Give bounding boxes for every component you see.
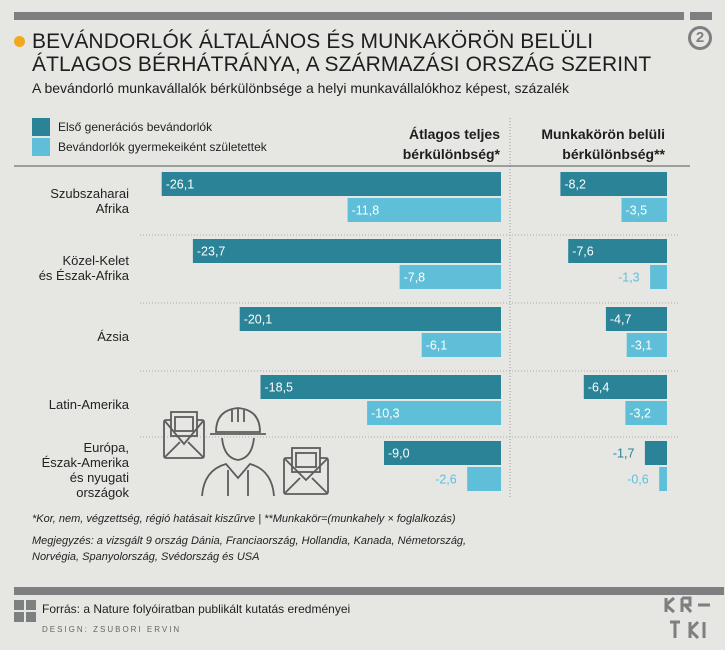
bar [625, 401, 667, 425]
bar [367, 401, 501, 425]
region-label-line: és Észak-Afrika [38, 268, 129, 283]
panel-title-total-line2: bérkülönbség* [402, 146, 500, 162]
region-label-line: országok [76, 485, 129, 500]
legend-label-first-gen: Első generációs bevándorlók [58, 120, 213, 134]
remark-line-1: Megjegyzés: a vizsgált 9 ország Dánia, F… [32, 535, 467, 547]
bar-value-label: -7,8 [404, 271, 426, 285]
bar-value-label: -2,6 [435, 473, 457, 487]
grid-icon [14, 600, 36, 622]
bar-value-label: -3,5 [626, 204, 648, 218]
money-envelope-icon [163, 411, 205, 459]
money-envelope-icon [283, 447, 329, 495]
legend-swatch-second-gen [32, 138, 50, 156]
worker-hardhat-icon [201, 407, 275, 497]
remark-line-2: Norvégia, Spanyolország, Svédország és U… [32, 551, 260, 563]
bar [626, 333, 667, 357]
krtk-logo-icon [664, 596, 710, 640]
bar-value-label: -6,4 [588, 381, 610, 395]
bar-value-label: -3,1 [631, 339, 653, 353]
region-label: Szubszaharai Afrika [14, 186, 129, 216]
bar [583, 375, 667, 399]
region-label: Közel-Kelet és Észak-Afrika [14, 253, 129, 283]
bar [467, 467, 501, 491]
chart-title: BEVÁNDORLÓK ÁLTALÁNOS ÉS MUNKAKÖRÖN BELÜ… [32, 30, 652, 76]
bar [568, 239, 667, 263]
bar-value-label: -10,3 [371, 407, 400, 421]
chart-subtitle: A bevándorló munkavállalók bérkülönbsége… [32, 80, 569, 96]
bar-value-label: -6,1 [426, 339, 448, 353]
bar [260, 375, 501, 399]
region-label-line: Észak-Amerika [41, 455, 129, 470]
panel-title-within: Munkakörön belüli bérkülönbség** [500, 124, 665, 164]
bar-value-label: -1,3 [618, 271, 640, 285]
bar [347, 198, 501, 222]
bar-value-label: -8,2 [564, 178, 586, 192]
bar [605, 307, 667, 331]
legend-entry-second-gen: Bevándorlók gyermekeiként születettek [32, 138, 267, 156]
region-label: Ázsia [14, 329, 129, 344]
bar [192, 239, 501, 263]
region-label-line: Latin-Amerika [48, 396, 129, 412]
region-label-line: Európa, [83, 440, 129, 455]
region-label-line: Ázsia [97, 328, 129, 344]
title-bullet-icon [14, 36, 25, 47]
region-label-line: Szubszaharai [50, 186, 129, 201]
bar [650, 265, 667, 289]
bar [421, 333, 501, 357]
panel-title-total: Átlagos teljes bérkülönbség* [340, 124, 500, 164]
bar-value-label: -9,0 [388, 447, 410, 461]
bar [161, 172, 501, 196]
bar-value-label: -1,7 [613, 447, 635, 461]
bar-value-label: -18,5 [265, 381, 294, 395]
region-label-line: és nyugati [69, 470, 129, 485]
bar-value-label: -26,1 [166, 178, 195, 192]
page-number-badge: 2 [688, 26, 712, 50]
bar-value-label: -20,1 [244, 313, 273, 327]
bar [621, 198, 667, 222]
region-label: Európa, Észak-Amerika és nyugati országok [14, 440, 129, 500]
source-text: Forrás: a Nature folyóiratban publikált … [42, 602, 351, 616]
legend-label-second-gen: Bevándorlók gyermekeiként születettek [58, 140, 267, 154]
worker-money-illustration [163, 407, 329, 497]
bar [659, 467, 667, 491]
bar [399, 265, 501, 289]
bottom-bar [14, 587, 724, 595]
design-credit: DESIGN: ZSUBORI ERVIN [42, 625, 182, 634]
bar-value-label: -0,6 [627, 473, 649, 487]
bar-value-label: -23,7 [197, 245, 226, 259]
bar [560, 172, 667, 196]
bar-value-label: -4,7 [610, 313, 632, 327]
panel-title-within-line2: bérkülönbség** [562, 146, 665, 162]
bar [239, 307, 501, 331]
bar [384, 441, 501, 465]
legend-entry-first-gen: Első generációs bevándorlók [32, 118, 212, 136]
region-label: Latin-Amerika [14, 397, 129, 412]
bar [644, 441, 667, 465]
panel-title-total-line1: Átlagos teljes [408, 126, 500, 142]
bar-value-label: -7,6 [572, 245, 594, 259]
bar-value-label: -11,8 [352, 204, 380, 218]
bar-value-label: -3,2 [629, 407, 651, 421]
legend-swatch-first-gen [32, 118, 50, 136]
top-bar [14, 12, 684, 20]
region-label-line: Afrika [95, 201, 129, 216]
top-bar-corner [690, 12, 712, 20]
footnote: *Kor, nem, végzettség, régió hatásait ki… [32, 513, 456, 525]
panel-title-within-line1: Munkakörön belüli [541, 126, 665, 142]
region-label-line: Közel-Kelet [62, 253, 129, 268]
